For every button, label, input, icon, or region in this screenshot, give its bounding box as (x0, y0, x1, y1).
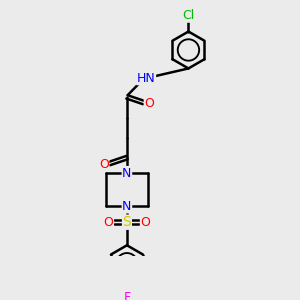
Text: O: O (144, 97, 154, 110)
Text: N: N (122, 200, 132, 213)
Text: Cl: Cl (182, 9, 195, 22)
Text: N: N (122, 167, 132, 179)
Text: S: S (123, 215, 131, 229)
Text: O: O (99, 158, 109, 170)
Text: F: F (123, 291, 130, 300)
Text: O: O (103, 216, 113, 229)
Text: HN: HN (137, 72, 155, 85)
Text: O: O (140, 216, 150, 229)
